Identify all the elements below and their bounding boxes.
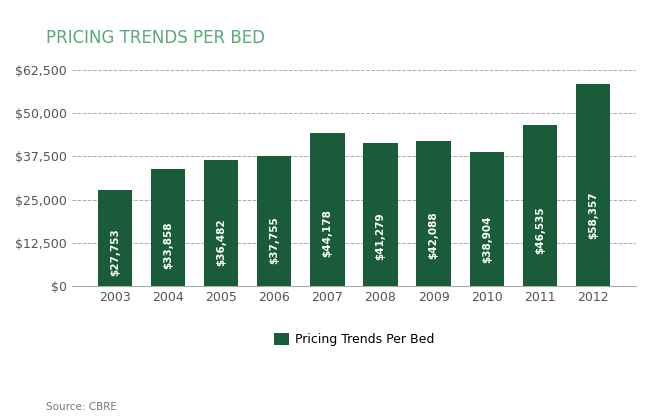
Text: PRICING TRENDS PER BED: PRICING TRENDS PER BED xyxy=(46,29,264,47)
Text: $42,088: $42,088 xyxy=(428,211,439,259)
Bar xyxy=(257,156,292,286)
Bar xyxy=(204,160,238,286)
Bar xyxy=(576,84,611,286)
Text: $44,178: $44,178 xyxy=(322,209,333,257)
Text: $58,357: $58,357 xyxy=(588,192,598,239)
Bar xyxy=(363,144,398,286)
Text: $27,753: $27,753 xyxy=(110,229,120,277)
Bar xyxy=(310,133,344,286)
Legend: Pricing Trends Per Bed: Pricing Trends Per Bed xyxy=(269,328,439,352)
Bar xyxy=(417,141,451,286)
Text: $37,755: $37,755 xyxy=(270,217,279,264)
Text: Source: CBRE: Source: CBRE xyxy=(46,402,117,412)
Text: $33,858: $33,858 xyxy=(163,221,173,269)
Bar xyxy=(98,190,132,286)
Bar xyxy=(523,125,557,286)
Text: $38,904: $38,904 xyxy=(482,215,492,263)
Text: $46,535: $46,535 xyxy=(535,206,545,254)
Text: $41,279: $41,279 xyxy=(376,213,385,260)
Bar xyxy=(150,169,185,286)
Text: $36,482: $36,482 xyxy=(216,218,226,266)
Bar xyxy=(469,151,504,286)
